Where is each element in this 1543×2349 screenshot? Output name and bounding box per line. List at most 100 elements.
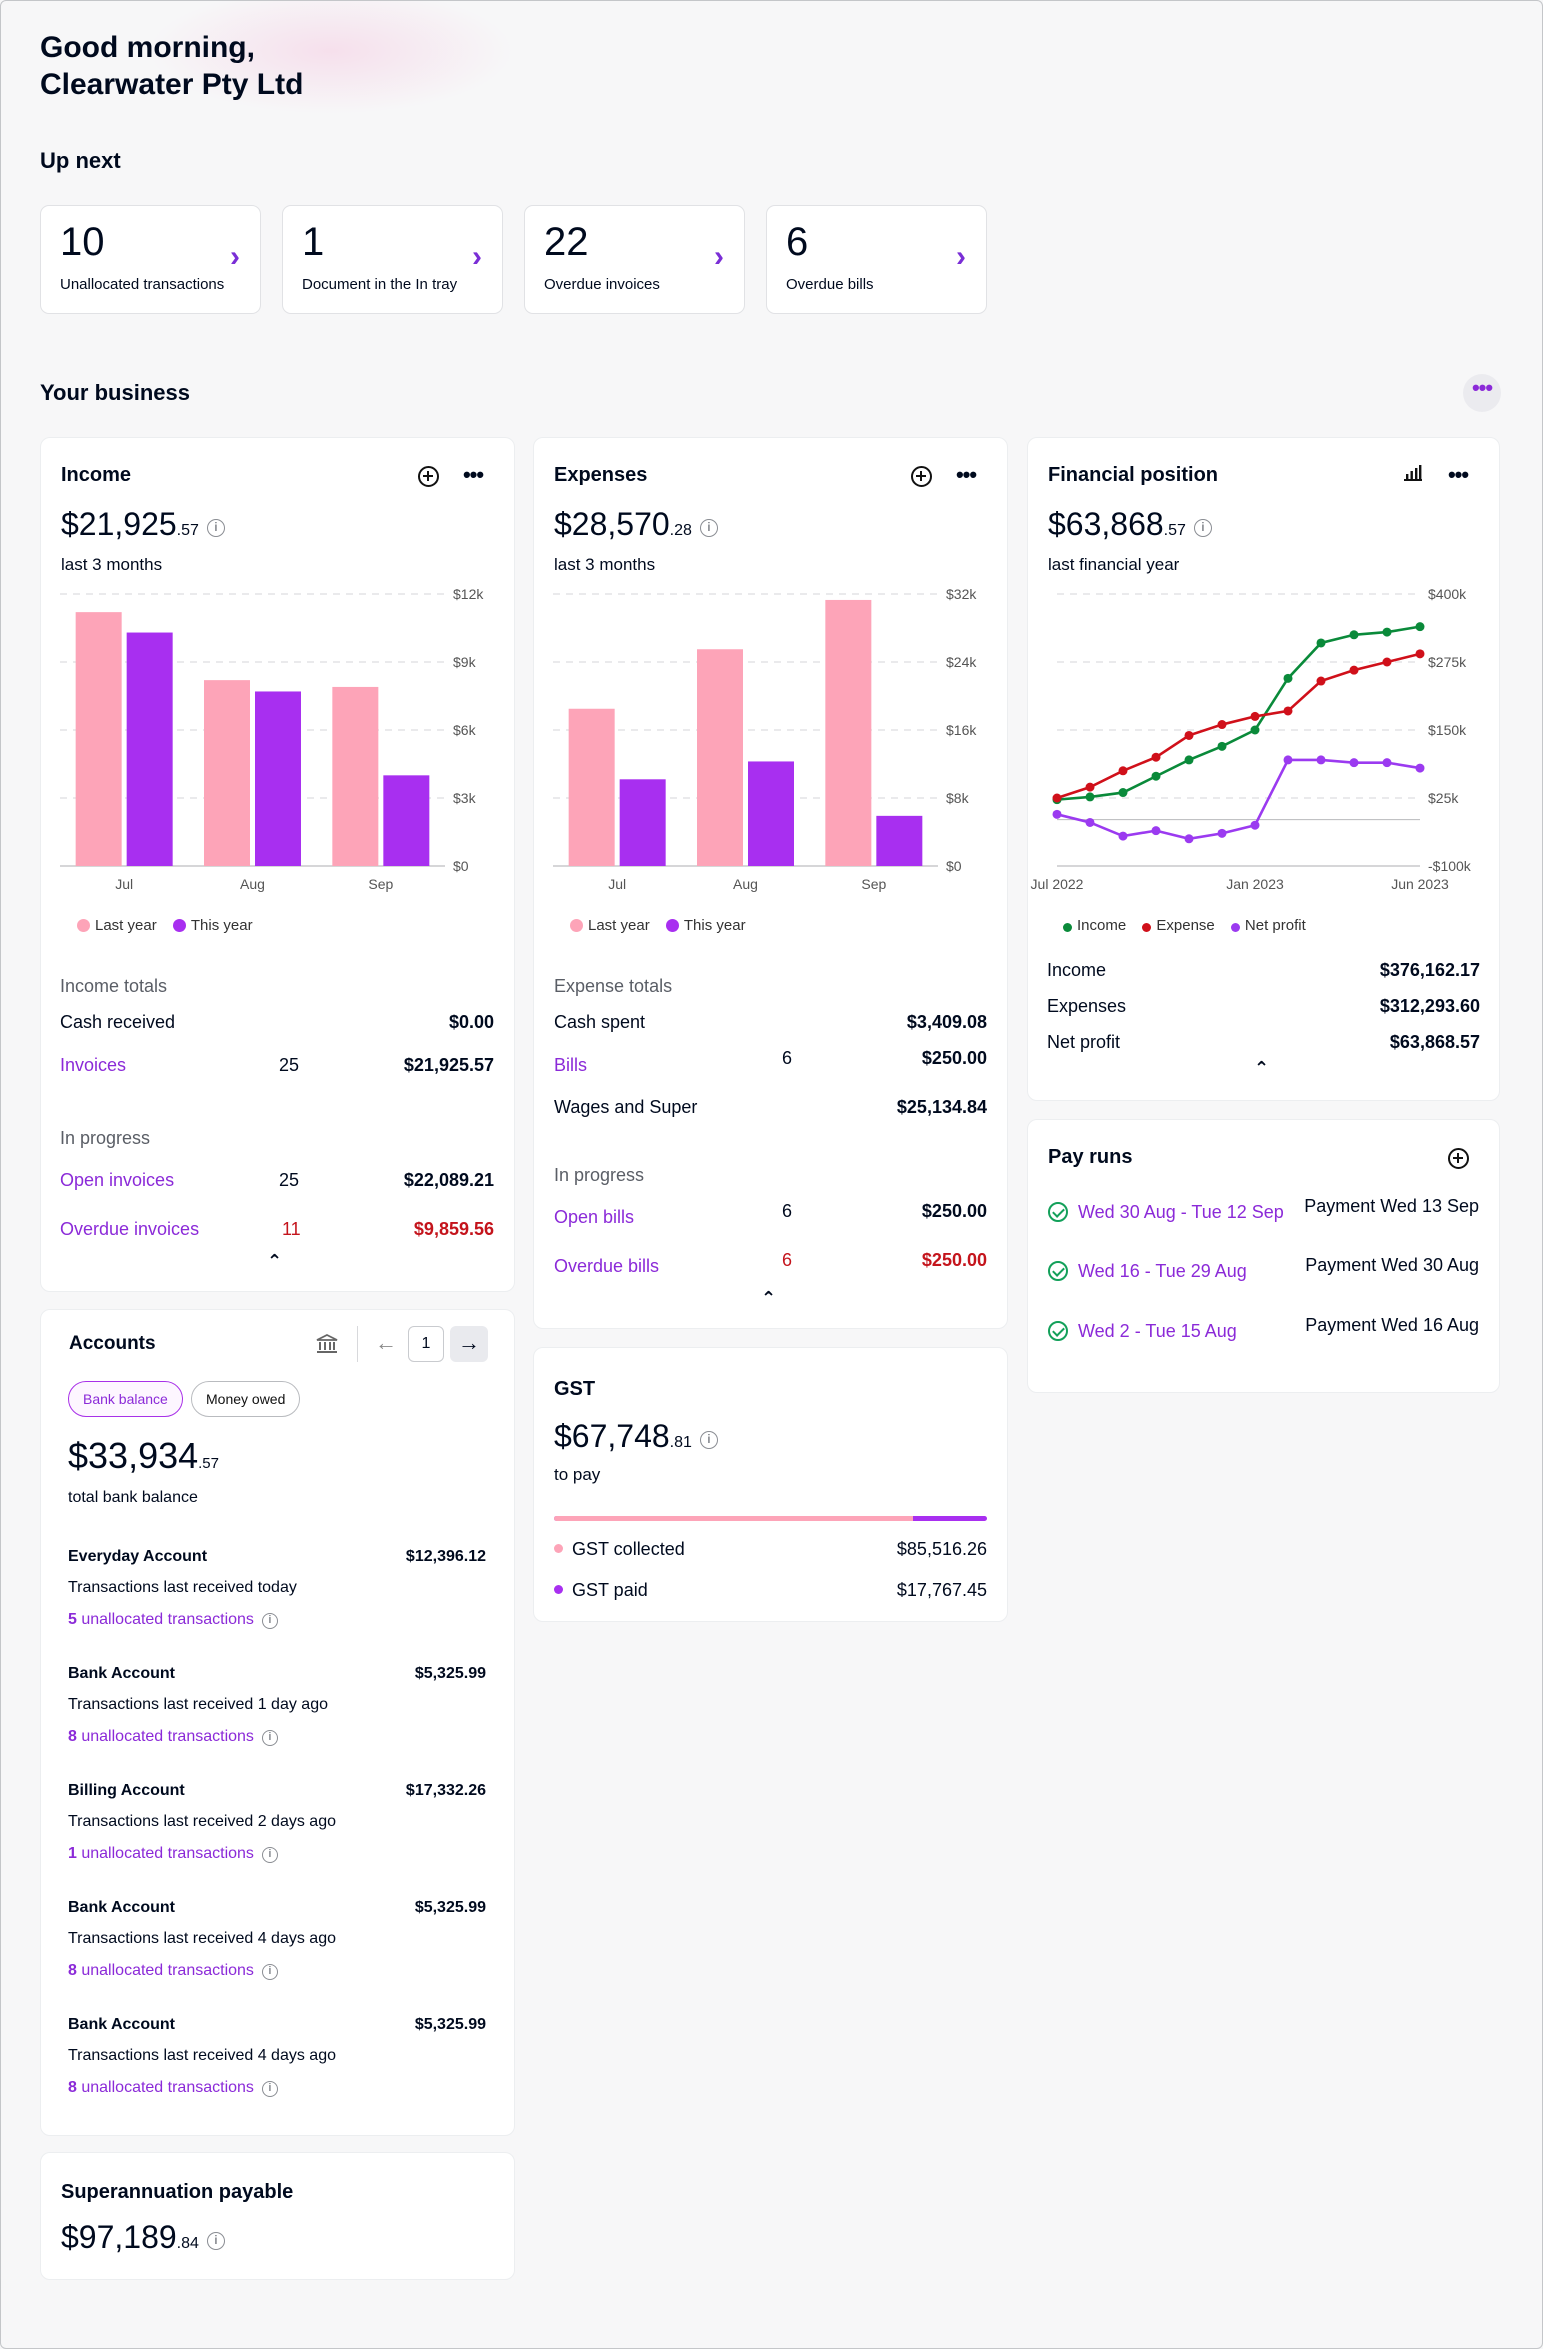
open-invoices-link[interactable]: Open invoices — [60, 1170, 175, 1190]
chart-toggle-button[interactable] — [1399, 462, 1427, 490]
financial-chart-legend: Income Expense Net profit — [1063, 917, 1306, 934]
legend-label: Expense — [1156, 917, 1215, 934]
expense-totals-heading: Expense totals — [554, 976, 673, 996]
legend-label: This year — [190, 917, 253, 934]
financial-more-button[interactable]: ••• — [1444, 462, 1472, 490]
bar — [697, 649, 743, 866]
account-item[interactable]: Bank Account $5,325.99 Transactions last r… — [68, 1899, 486, 1994]
account-name[interactable]: Billing Account — [68, 1782, 185, 1799]
collapse-chevron-icon[interactable]: ⌃ — [267, 1251, 283, 1271]
row-value: $63,868.57 — [1389, 1032, 1480, 1052]
business-more-button[interactable]: ••• — [1463, 374, 1501, 412]
expenses-in-progress-heading: In progress — [554, 1165, 645, 1185]
fp-income-row: Income $376,162.17 — [1047, 960, 1480, 981]
data-point — [1217, 720, 1227, 730]
chevron-right-icon: › — [956, 240, 966, 273]
tab-bank-balance[interactable]: Bank balance — [68, 1381, 183, 1417]
info-icon[interactable]: i — [206, 519, 225, 537]
unallocated-transactions-link[interactable]: 8 unallocated transactions i — [68, 1728, 278, 1746]
account-balance: $5,325.99 — [414, 2016, 486, 2033]
gst-paid-value: $17,767.45 — [896, 1580, 987, 1600]
unallocated-transactions-link[interactable]: 1 unallocated transactions i — [68, 1845, 278, 1863]
y-tick-label: $25k — [1428, 790, 1459, 806]
x-tick-label: Jul 2022 — [1031, 876, 1084, 892]
info-icon[interactable]: i — [261, 1613, 278, 1629]
open-bills-link[interactable]: Open bills — [554, 1207, 635, 1227]
legend-dot — [665, 919, 679, 932]
row-value: $9,859.56 — [413, 1219, 494, 1239]
collapse-chevron-icon[interactable]: ⌃ — [761, 1288, 777, 1308]
overdue-bills-link[interactable]: Overdue bills — [554, 1256, 660, 1276]
account-item[interactable]: Bank Account $5,325.99 Transactions last r… — [68, 1665, 486, 1760]
add-expense-button[interactable] — [907, 462, 935, 490]
account-item[interactable]: Billing Account $17,332.26 Transactions la… — [68, 1782, 486, 1877]
row-value: $250.00 — [921, 1201, 987, 1221]
open-bills-row: Open bills 6 $250.00 — [554, 1201, 987, 1228]
check-circle-icon — [1048, 1202, 1068, 1222]
expenses-card: Expenses ••• $28,570.28 i last 3 months — [533, 437, 1008, 1329]
income-period: last 3 months — [61, 555, 163, 574]
add-income-button[interactable] — [414, 462, 442, 490]
y-tick-label: $0 — [453, 858, 469, 874]
card-title: Income — [61, 464, 132, 486]
account-name[interactable]: Everyday Account — [68, 1548, 208, 1565]
arrow-left-icon: ← — [375, 1330, 397, 1355]
info-icon[interactable]: i — [699, 519, 718, 537]
next-page-button[interactable]: → — [450, 1326, 488, 1362]
bank-icon[interactable] — [315, 1333, 339, 1360]
unallocated-label: unallocated transactions — [81, 1728, 254, 1745]
income-more-button[interactable]: ••• — [459, 462, 487, 490]
pay-run-period[interactable]: Wed 16 - Tue 29 Aug — [1078, 1261, 1247, 1281]
unallocated-transactions-link[interactable]: 8 unallocated transactions i — [68, 2079, 278, 2097]
account-name[interactable]: Bank Account — [68, 1899, 175, 1916]
amount-whole: $63,868 — [1048, 506, 1164, 542]
pay-run-row[interactable]: Wed 30 Aug - Tue 12 Sep Payment Wed 13 S… — [1048, 1196, 1479, 1223]
info-icon[interactable]: i — [699, 1431, 718, 1449]
pay-run-row[interactable]: Wed 2 - Tue 15 Aug Payment Wed 16 Aug — [1048, 1315, 1479, 1342]
expenses-more-button[interactable]: ••• — [952, 462, 980, 490]
pay-run-period[interactable]: Wed 30 Aug - Tue 12 Sep — [1078, 1202, 1284, 1222]
series-line — [1056, 652, 1421, 800]
row-value: $250.00 — [921, 1250, 987, 1270]
bills-link[interactable]: Bills — [554, 1055, 588, 1075]
account-name[interactable]: Bank Account — [68, 1665, 175, 1682]
unallocated-transactions-link[interactable]: 8 unallocated transactions i — [68, 1962, 278, 1980]
info-icon[interactable]: i — [206, 2232, 225, 2250]
info-icon[interactable]: i — [1193, 519, 1212, 537]
pay-run-period[interactable]: Wed 2 - Tue 15 Aug — [1078, 1321, 1237, 1341]
page-number-field[interactable]: 1 — [408, 1326, 444, 1362]
data-point — [1349, 758, 1359, 768]
y-tick-label: $32k — [946, 586, 977, 602]
check-circle-icon — [1048, 1321, 1068, 1341]
greeting: Good morning, Clearwater Pty Ltd — [40, 29, 303, 103]
account-name[interactable]: Bank Account — [68, 2016, 175, 2033]
info-icon[interactable]: i — [261, 1847, 278, 1863]
chevron-right-icon: › — [230, 240, 240, 273]
previous-page-button[interactable]: ← — [371, 1328, 401, 1360]
tab-money-owed[interactable]: Money owed — [191, 1381, 301, 1417]
info-icon[interactable]: i — [261, 1964, 278, 1980]
account-item[interactable]: Everyday Account $12,396.12 Transactions l… — [68, 1548, 486, 1643]
info-icon[interactable]: i — [261, 2081, 278, 2097]
overdue-invoices-link[interactable]: Overdue invoices — [60, 1219, 200, 1239]
open-invoices-row: Open invoices 25 $22,089.21 — [60, 1170, 494, 1191]
unallocated-transactions-link[interactable]: 5 unallocated transactions i — [68, 1611, 278, 1629]
tile-overdue-bills[interactable]: 6 Overdue bills › — [766, 205, 987, 314]
data-point — [1085, 817, 1095, 827]
tile-unallocated-transactions[interactable]: 10 Unallocated transactions › — [40, 205, 261, 314]
account-item[interactable]: Bank Account $5,325.99 Transactions last r… — [68, 2016, 486, 2111]
amount-cents: .57 — [176, 522, 199, 539]
data-point — [1349, 630, 1359, 640]
collapse-chevron-icon[interactable]: ⌃ — [1254, 1058, 1270, 1078]
tile-in-tray[interactable]: 1 Document in the In tray › — [282, 205, 503, 314]
add-pay-run-button[interactable] — [1444, 1144, 1472, 1172]
tile-overdue-invoices[interactable]: 22 Overdue invoices › — [524, 205, 745, 314]
unallocated-label: unallocated transactions — [81, 2079, 254, 2096]
pay-runs-card: Pay runs Wed 30 Aug - Tue 12 Sep Payment… — [1027, 1119, 1500, 1393]
organisation-name: Clearwater Pty Ltd — [40, 68, 304, 101]
pay-run-row[interactable]: Wed 16 - Tue 29 Aug Payment Wed 30 Aug — [1048, 1255, 1479, 1282]
fp-net-profit-row: Net profit $63,868.57 — [1047, 1032, 1480, 1053]
your-business-title: Your business — [40, 380, 190, 405]
invoices-link[interactable]: Invoices — [60, 1055, 127, 1075]
info-icon[interactable]: i — [261, 1730, 278, 1746]
